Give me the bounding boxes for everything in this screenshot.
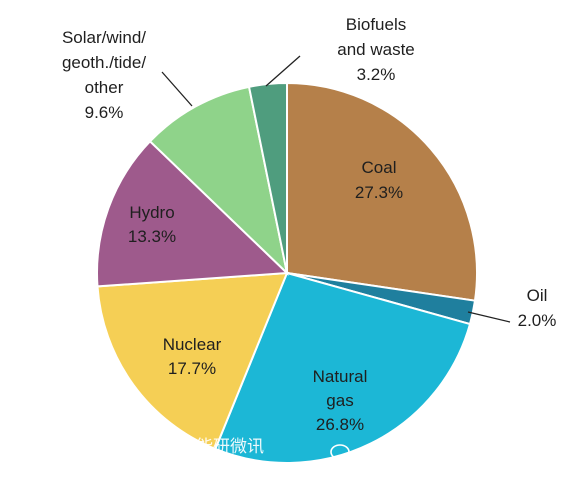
label-nuclear-name: Nuclear [163, 335, 222, 354]
leader-line-oil [467, 311, 511, 323]
wechat-icon [330, 444, 358, 467]
pie-slice-natural [214, 271, 472, 464]
label-oil-name: Oil [527, 286, 548, 305]
label-gas-name: Natural [313, 367, 368, 386]
label-solar-line1: Solar/wind/ [62, 28, 146, 47]
pie-slice-coal [286, 81, 478, 302]
pie-slice-nuclear [96, 271, 289, 451]
label-gas-value: 26.8% [316, 415, 364, 434]
label-biofuels-value: 3.2% [357, 65, 396, 84]
leader-line-solar [161, 71, 193, 107]
label-solar-value: 9.6% [85, 103, 124, 122]
pie-slices [96, 81, 478, 464]
label-solar-line2: geoth./tide/ [62, 53, 146, 72]
label-oil-value: 2.0% [518, 311, 557, 330]
label-hydro-value: 13.3% [128, 227, 176, 246]
watermark-left-text: 能研微讯 [196, 437, 264, 457]
label-coal-name: Coal [362, 158, 397, 177]
pie-slice-solar-wind [148, 85, 289, 276]
label-gas-sub: gas [326, 391, 353, 410]
label-biofuels-line1: Biofuels [346, 15, 406, 34]
leader-line-biofuels [265, 55, 301, 87]
pie-slice-hydro [96, 139, 290, 288]
label-hydro-name: Hydro [129, 203, 174, 222]
watermark-right-text: 微信号: Energy-report [364, 445, 544, 465]
label-nuclear-value: 17.7% [168, 359, 216, 378]
label-solar-line3: other [85, 78, 124, 97]
label-biofuels-line2: and waste [337, 40, 415, 59]
label-coal-value: 27.3% [355, 183, 403, 202]
